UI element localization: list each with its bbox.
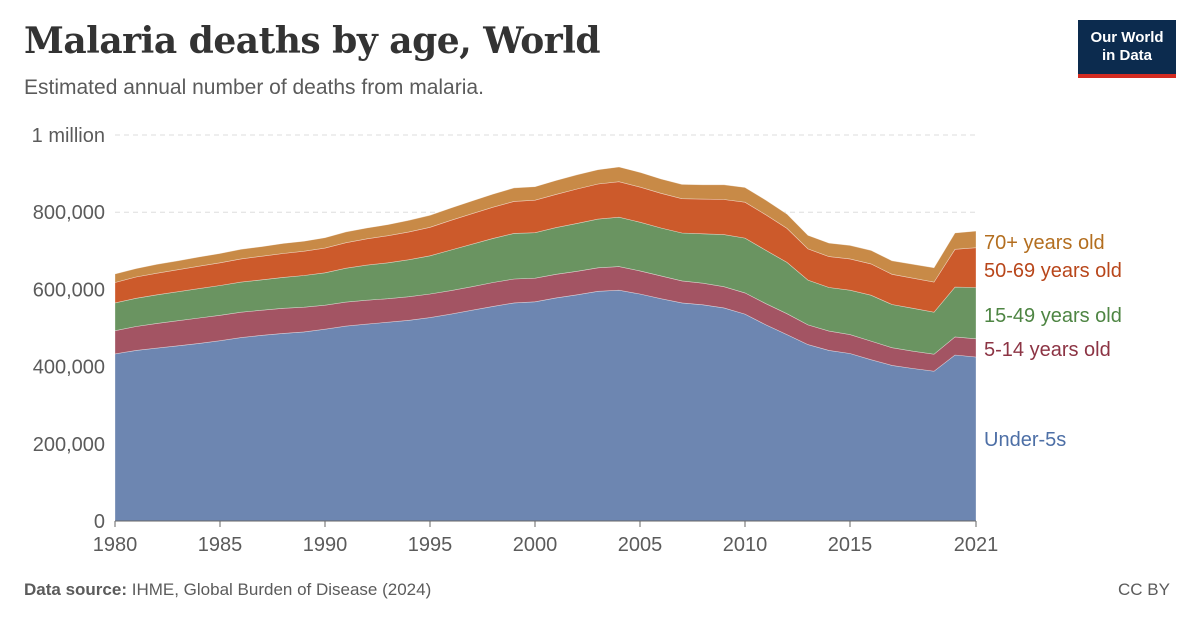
series-label-5-14-years-old[interactable]: 5-14 years old [984,339,1111,361]
x-tick-label: 1990 [303,534,348,556]
y-tick-label: 600,000 [33,279,105,301]
x-tick-label: 2015 [828,534,873,556]
x-tick-label: 1995 [408,534,453,556]
logo-line-2: in Data [1101,47,1152,64]
x-tick-label: 2000 [513,534,558,556]
x-tick-label: 2005 [618,534,663,556]
owid-logo[interactable]: Our World in Data [1078,20,1176,78]
area-series [114,166,977,522]
license-link[interactable]: CC BY [1118,580,1170,599]
axes: 0 200,000 400,000 600,000 800,000 1 million 19… [32,125,999,556]
area-70-years-old[interactable] [114,166,977,283]
y-tick-label: 1 million [32,125,105,147]
series-label-50-69-years-old[interactable]: 50-69 years old [984,260,1122,282]
y-tick-label: 200,000 [33,434,105,456]
y-tick-label: 800,000 [33,202,105,224]
y-tick-label: 400,000 [33,357,105,379]
y-tick-label: 0 [94,511,105,533]
x-tick-label: 2010 [723,534,768,556]
logo-line-1: Our World [1090,29,1164,46]
x-tick-label: 1985 [198,534,243,556]
x-tick-label: 2021 [954,534,999,556]
data-source-label: Data source: [24,580,127,599]
data-source-text[interactable]: IHME, Global Burden of Disease (2024) [131,580,432,599]
chart-title: Malaria deaths by age, World [24,20,601,62]
data-source: Data source: IHME, Global Burden of Dise… [24,580,431,600]
series-labels: Under-5s 5-14 years old 15-49 years old 50-… [984,232,1122,451]
series-label-70-years-old[interactable]: 70+ years old [984,232,1105,254]
chart-subtitle: Estimated annual number of deaths from m… [24,76,484,99]
x-tick-label: 1980 [93,534,138,556]
series-label-15-49-years-old[interactable]: 15-49 years old [984,305,1122,327]
series-label-under-5s[interactable]: Under-5s [984,429,1066,451]
